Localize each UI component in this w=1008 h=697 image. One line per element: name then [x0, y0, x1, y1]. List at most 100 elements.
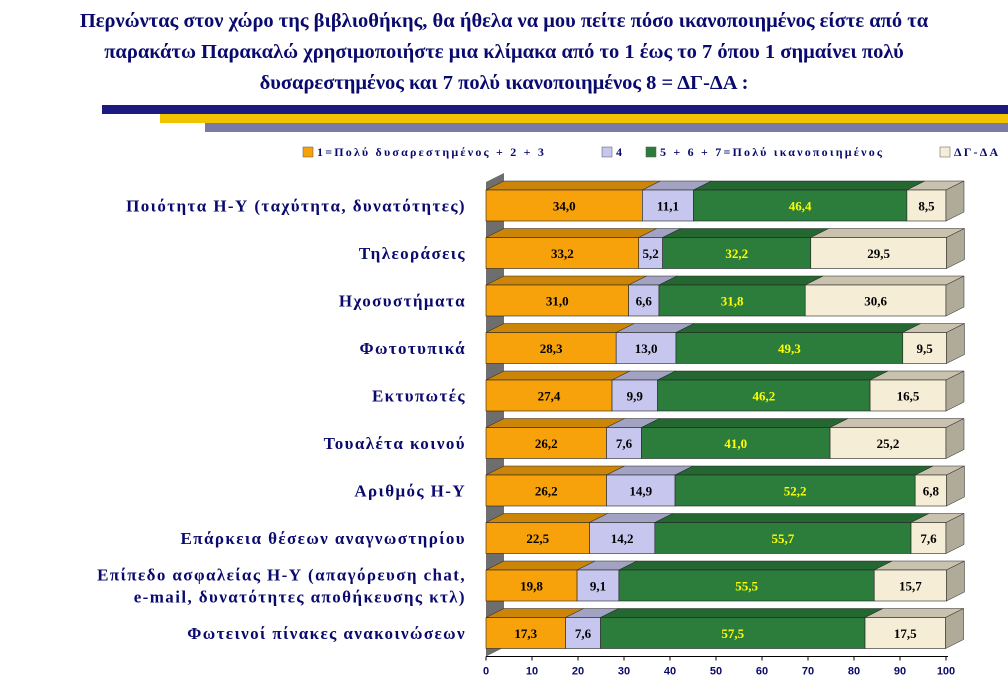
category-label: Φωτεινοί πίνακες ανακοινώσεων [187, 624, 466, 643]
bar-segment [485, 237, 640, 269]
data-label: 57,5 [721, 626, 744, 641]
bar-segment-top [675, 323, 921, 333]
bar-segment-top [485, 370, 631, 381]
bar-segment [657, 379, 871, 412]
data-label: 34,0 [553, 199, 576, 214]
bar-segment-side [946, 465, 965, 507]
data-label: 41,0 [724, 436, 747, 451]
bar-segment-top [485, 418, 625, 428]
bar-segment [693, 189, 908, 222]
bar-segment [485, 474, 607, 507]
data-label: 49,3 [778, 341, 801, 356]
bar-segment [914, 474, 947, 507]
category-label: Εκτυπωτές [372, 387, 466, 406]
data-label: 9,5 [916, 341, 933, 356]
bar-segment [606, 427, 642, 459]
category-label: Ηχοσυστήματα [339, 292, 466, 311]
data-label: 27,4 [538, 389, 561, 404]
bar-segment-top [618, 560, 893, 571]
data-label: 16,5 [897, 389, 920, 404]
bar-segment-top [662, 228, 829, 238]
bar-segment [810, 237, 947, 269]
data-label: 55,7 [772, 531, 795, 546]
bar-segment-side [945, 418, 965, 459]
data-label: 26,2 [535, 484, 558, 499]
title-line: Περνώντας στον χώρο της βιβλιοθήκης, θα … [79, 10, 929, 32]
bar-segment [565, 617, 601, 649]
bar-segment-top [693, 180, 926, 191]
bar-segment-top [810, 228, 965, 238]
legend-entry: 4 [616, 145, 624, 159]
legend-swatch [601, 146, 613, 158]
x-tick-label: 20 [572, 666, 584, 678]
category-label: Επίπεδο ασφαλείας Η-Υ (απαγόρευση chat, e… [97, 566, 466, 607]
category-label: Αριθμός Η-Υ [354, 482, 466, 501]
bar-segment-top [485, 228, 657, 238]
data-label: 17,5 [894, 626, 917, 641]
legend-entry: 5 + 6 + 7=Πολύ ικανοποιημένος [660, 145, 884, 159]
data-label: 29,5 [867, 246, 890, 261]
bar-segment [658, 284, 806, 317]
bar-segment [485, 189, 643, 222]
bar-segment [485, 332, 617, 364]
bar-segment-side [946, 228, 965, 269]
title-underline-blue [102, 105, 1008, 114]
data-label: 30,6 [864, 294, 887, 309]
bar-segment [485, 284, 629, 317]
bar-segment-top [485, 560, 596, 571]
bar-segment-top [829, 418, 965, 428]
x-tick-label: 50 [710, 666, 722, 678]
x-tick-label: 70 [802, 666, 814, 678]
category-label: Φωτοτυπικά [359, 339, 466, 358]
x-tick-label: 30 [618, 666, 630, 678]
data-label: 7,6 [616, 436, 633, 451]
bar-segment-side [945, 275, 965, 317]
x-tick-label: 0 [483, 666, 489, 678]
bar-segment [641, 427, 831, 459]
bar-segment [485, 617, 566, 649]
bar-segment [675, 332, 904, 364]
bar-segment [615, 332, 677, 364]
bar-segment [804, 284, 947, 317]
data-label: 13,0 [635, 341, 658, 356]
bar-segment-side [945, 370, 965, 412]
bar-segment-side [946, 560, 965, 602]
data-label: 19,8 [520, 579, 543, 594]
bar-segment-top [658, 275, 824, 286]
bar-segment [611, 379, 658, 412]
x-tick-label: 100 [937, 666, 955, 678]
category-label: Επάρκεια θέσεων αναγνωστηρίου [181, 529, 466, 548]
bar-segment-top [641, 418, 849, 428]
data-label: 9,1 [590, 579, 606, 594]
data-label: 32,2 [725, 246, 748, 261]
title-underline-slate [205, 123, 1008, 132]
data-label: 22,5 [526, 531, 549, 546]
data-label: 14,9 [629, 484, 652, 499]
bar-segment [606, 474, 676, 507]
x-tick-label: 40 [664, 666, 676, 678]
data-label: 5,2 [643, 246, 659, 261]
data-label: 6,8 [923, 484, 940, 499]
bar-segment-top [485, 275, 647, 286]
bar-segment [618, 569, 875, 602]
bar-segment-top [805, 275, 965, 286]
x-tick-label: 90 [894, 666, 906, 678]
x-tick-label: 10 [526, 666, 538, 678]
bar-segment [910, 522, 947, 554]
bar-segment [485, 522, 590, 554]
legend-swatch [645, 146, 657, 158]
data-label: 6,6 [636, 294, 653, 309]
bar-segment [864, 617, 946, 649]
data-label: 25,2 [877, 436, 900, 451]
category-label: Τουαλέτα κοινού [324, 434, 466, 453]
data-label: 31,8 [721, 294, 744, 309]
bar-segment-top [600, 608, 884, 618]
bar-segment [902, 332, 947, 364]
data-label: 11,1 [657, 199, 679, 214]
bar-segment-top [654, 513, 930, 523]
data-label: 15,7 [899, 579, 922, 594]
data-label: 26,2 [535, 436, 558, 451]
bar-segment-top [485, 513, 608, 523]
bar-segment-side [945, 608, 964, 649]
